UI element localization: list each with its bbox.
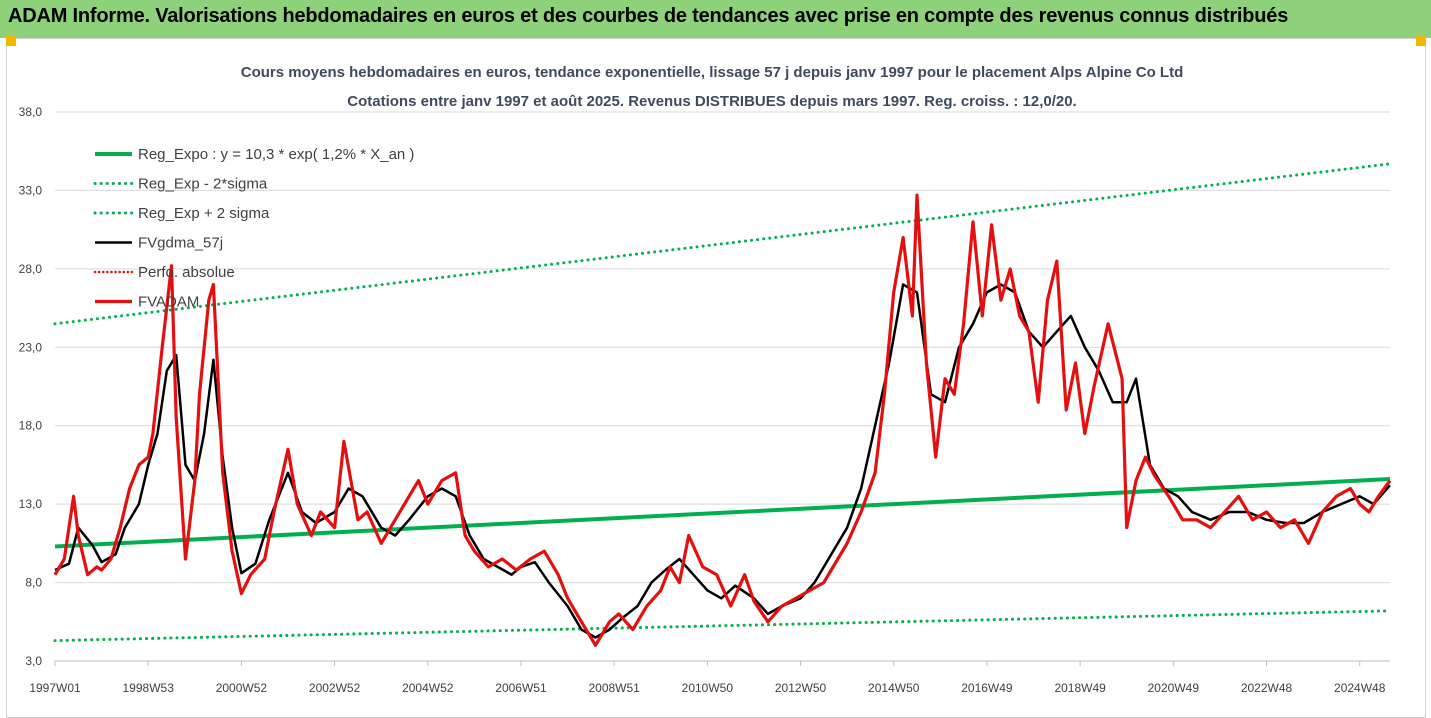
chart-frame: [6, 38, 1426, 718]
x-tick-label: 2004W52: [402, 681, 454, 695]
x-tick-label: 1998W53: [123, 681, 175, 695]
report-banner: ADAM Informe. Valorisations hebdomadaire…: [0, 0, 1431, 38]
x-tick-label: 1997W01: [29, 681, 81, 695]
legend-entry: Reg_Expo : y = 10,3 * exp( 1,2% * X_an ): [138, 146, 414, 163]
y-tick-label: 8,0: [25, 576, 42, 590]
series-line: [53, 162, 1392, 326]
y-tick-label: 28,0: [19, 262, 43, 276]
corner-marker-right: [1416, 36, 1426, 46]
x-tick-label: 2012W50: [775, 681, 827, 695]
x-tick-label: 2018W49: [1054, 681, 1106, 695]
x-tick-label: 2008W51: [588, 681, 640, 695]
chart-subtitle: Cotations entre janv 1997 et août 2025. …: [347, 93, 1076, 110]
legend-entry: Reg_Exp - 2*sigma: [138, 176, 268, 193]
legend-entry: Reg_Exp + 2 sigma: [138, 205, 270, 222]
y-tick-label: 38,0: [19, 105, 43, 119]
series-line: [54, 477, 1391, 549]
y-tick-label: 13,0: [19, 497, 43, 511]
x-tick-label: 2000W52: [216, 681, 268, 695]
x-tick-label: 2006W51: [495, 681, 547, 695]
y-tick-label: 33,0: [19, 183, 43, 197]
legend-entry: Perfo. absolue: [138, 264, 235, 281]
y-tick-label: 18,0: [19, 419, 43, 433]
legend-entry: FVADAM: [138, 294, 199, 311]
y-tick-label: 23,0: [19, 340, 43, 354]
series-line: [53, 609, 1392, 643]
chart-title: Cours moyens hebdomadaires en euros, ten…: [241, 64, 1184, 81]
corner-marker-left: [6, 36, 16, 46]
x-tick-label: 2002W52: [309, 681, 361, 695]
y-tick-label: 3,0: [25, 654, 42, 668]
x-tick-label: 2014W50: [868, 681, 920, 695]
x-tick-label: 2024W48: [1334, 681, 1386, 695]
legend-entry: FVgdma_57j: [138, 235, 223, 252]
x-tick-label: 2020W49: [1148, 681, 1200, 695]
banner-title: ADAM Informe. Valorisations hebdomadaire…: [8, 5, 1289, 27]
x-tick-label: 2016W49: [961, 681, 1013, 695]
x-tick-label: 2010W50: [682, 681, 734, 695]
x-tick-label: 2022W48: [1241, 681, 1293, 695]
series-line: [53, 193, 1392, 647]
